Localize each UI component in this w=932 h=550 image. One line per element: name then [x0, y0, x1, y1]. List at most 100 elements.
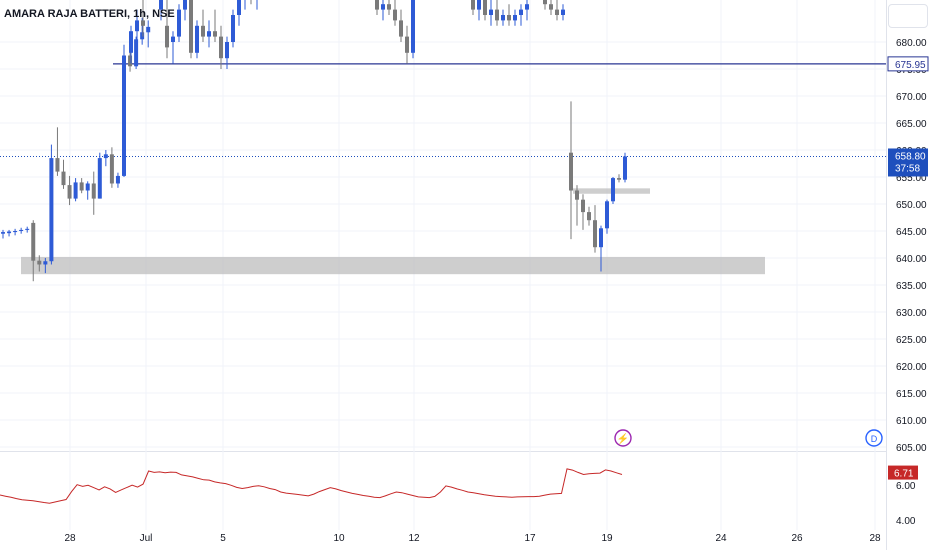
price-tick-label: 640.00 — [896, 254, 927, 265]
candle — [561, 9, 565, 15]
candle — [159, 0, 163, 10]
candle — [519, 9, 523, 15]
zone-rect — [21, 256, 765, 275]
candle — [593, 220, 597, 248]
candle — [399, 20, 403, 37]
osc-value-tag — [888, 465, 918, 480]
osc-tick-label: 4.00 — [896, 516, 916, 527]
candle — [231, 15, 235, 42]
candle — [555, 9, 559, 15]
pane-divider[interactable] — [0, 451, 886, 452]
candle — [61, 171, 66, 186]
candle — [49, 158, 54, 262]
hline-price-label: 675.95 — [895, 60, 926, 71]
candle — [19, 229, 24, 231]
candle — [189, 0, 193, 53]
candle — [165, 25, 169, 48]
candle — [7, 231, 12, 234]
candle — [103, 154, 108, 159]
candle — [128, 55, 133, 67]
candle — [55, 158, 60, 172]
candle — [109, 154, 114, 184]
candle — [387, 4, 391, 10]
settings-button[interactable] — [888, 4, 928, 28]
price-tick-label: 610.00 — [896, 416, 927, 427]
candle — [375, 0, 379, 10]
candle — [134, 39, 139, 67]
candle — [587, 212, 591, 221]
price-tick-label: 605.00 — [896, 443, 927, 454]
candle — [207, 31, 211, 37]
price-tick-label: 645.00 — [896, 227, 927, 238]
candle — [525, 4, 529, 10]
candle — [477, 0, 481, 10]
candle — [195, 25, 199, 53]
candle — [67, 185, 72, 199]
osc-tick-label: 6.00 — [896, 481, 916, 492]
time-tick-label: 10 — [333, 533, 345, 544]
candle — [37, 260, 42, 265]
candle — [623, 156, 627, 180]
time-tick-label: 19 — [601, 533, 613, 544]
last-price-tag — [888, 148, 928, 177]
candle — [141, 20, 145, 26]
price-axis-separator — [886, 0, 887, 550]
candle — [91, 183, 96, 199]
candle — [507, 15, 511, 21]
dividend-icon — [865, 429, 883, 447]
candle — [569, 152, 573, 191]
candle — [43, 261, 48, 265]
candle — [73, 182, 78, 199]
osc-value-label: 6.71 — [894, 469, 914, 480]
candle — [97, 158, 102, 199]
candle — [201, 25, 205, 37]
candle — [393, 9, 397, 21]
candle — [411, 0, 415, 53]
candle — [31, 222, 36, 261]
price-tick-label: 615.00 — [896, 389, 927, 400]
price-tick-label: 620.00 — [896, 362, 927, 373]
candle — [513, 15, 517, 21]
price-tick-label: 655.00 — [896, 173, 927, 184]
price-tick-label: 635.00 — [896, 281, 927, 292]
candle — [489, 9, 493, 15]
candle — [1, 232, 5, 234]
candle — [85, 183, 90, 191]
price-tick-label: 625.00 — [896, 335, 927, 346]
candle — [13, 231, 18, 233]
candle — [115, 175, 120, 184]
candle — [219, 36, 223, 59]
dividend-marker: D — [871, 434, 878, 444]
candle — [135, 20, 139, 32]
candle — [122, 55, 126, 176]
candle — [171, 36, 175, 42]
candle — [146, 26, 151, 33]
candle — [237, 0, 241, 16]
time-tick-label: 17 — [524, 533, 536, 544]
candle — [581, 199, 585, 213]
candle — [405, 36, 409, 53]
candle — [129, 31, 133, 53]
candle — [605, 201, 609, 229]
candle — [543, 0, 547, 5]
price-tick-label: 630.00 — [896, 308, 927, 319]
candle — [599, 228, 603, 248]
symbol-title: AMARA RAJA BATTERI, 1h, NSE — [4, 8, 175, 20]
candle — [549, 4, 553, 10]
price-tick-label: 665.00 — [896, 119, 927, 130]
candle — [79, 182, 84, 191]
candle — [617, 178, 621, 180]
time-tick-label: 28 — [64, 533, 76, 544]
candle — [381, 4, 385, 10]
time-tick-label: Jul — [140, 533, 153, 544]
hline-price-tag — [887, 56, 929, 72]
time-tick-label: 28 — [869, 533, 881, 544]
oscillator-line — [0, 468, 623, 504]
lightning-icon: ⚡ — [617, 432, 629, 445]
candle — [501, 15, 505, 21]
event-icon — [614, 429, 632, 447]
candle — [611, 178, 615, 202]
price-tick-label: 650.00 — [896, 200, 927, 211]
candle — [183, 0, 187, 10]
